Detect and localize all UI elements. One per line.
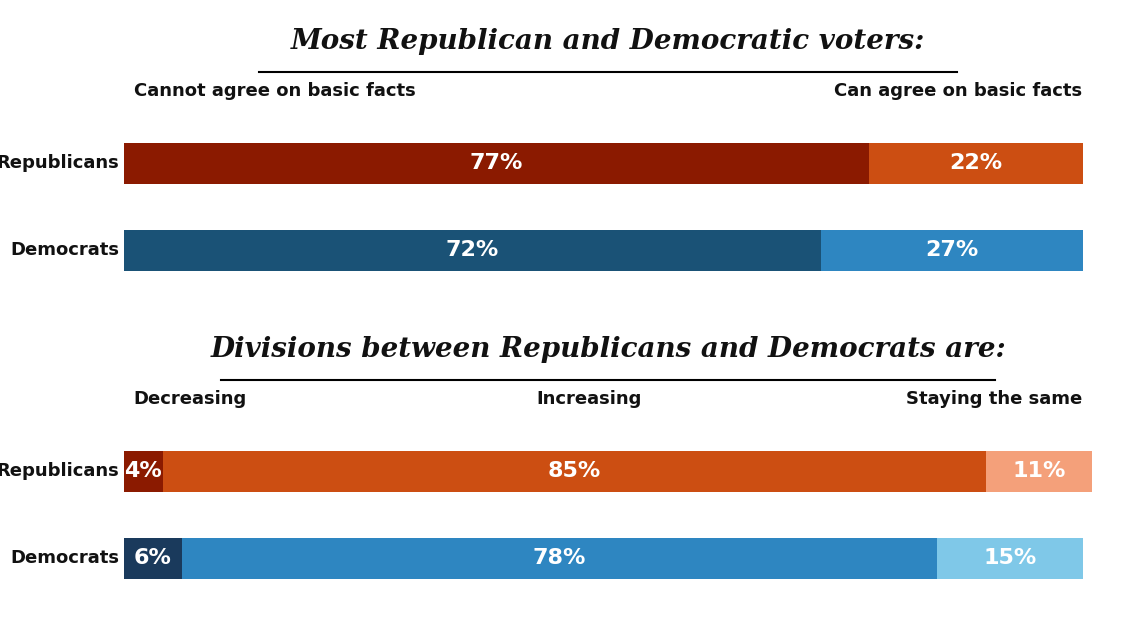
Text: Staying the same: Staying the same [906, 390, 1082, 408]
Text: 85%: 85% [547, 461, 601, 481]
Text: Democrats: Democrats [10, 241, 119, 259]
Bar [821, 230, 1082, 271]
Text: Divisions between Republicans and Democrats are:: Divisions between Republicans and Democr… [211, 336, 1006, 363]
Text: Cannot agree on basic facts: Cannot agree on basic facts [134, 82, 415, 100]
Bar [182, 538, 937, 579]
Text: Republicans: Republicans [0, 462, 119, 480]
Text: 77%: 77% [470, 153, 524, 173]
Bar [162, 451, 985, 492]
Text: 11%: 11% [1012, 461, 1065, 481]
Text: 15%: 15% [983, 548, 1037, 568]
Text: 72%: 72% [446, 240, 499, 260]
Text: 78%: 78% [533, 548, 587, 568]
Bar [985, 451, 1092, 492]
Text: Decreasing: Decreasing [134, 390, 247, 408]
Text: 4%: 4% [124, 461, 162, 481]
Text: Can agree on basic facts: Can agree on basic facts [834, 82, 1082, 100]
Bar [869, 143, 1082, 184]
Text: Increasing: Increasing [536, 390, 642, 408]
Bar [124, 538, 182, 579]
Text: 6%: 6% [134, 548, 172, 568]
Bar [124, 451, 162, 492]
Text: Most Republican and Democratic voters:: Most Republican and Democratic voters: [291, 28, 926, 55]
Text: Republicans: Republicans [0, 154, 119, 172]
Bar [124, 143, 869, 184]
Text: Democrats: Democrats [10, 549, 119, 567]
Bar [124, 230, 821, 271]
Bar [937, 538, 1082, 579]
Text: 27%: 27% [926, 240, 978, 260]
Text: 22%: 22% [949, 153, 1002, 173]
